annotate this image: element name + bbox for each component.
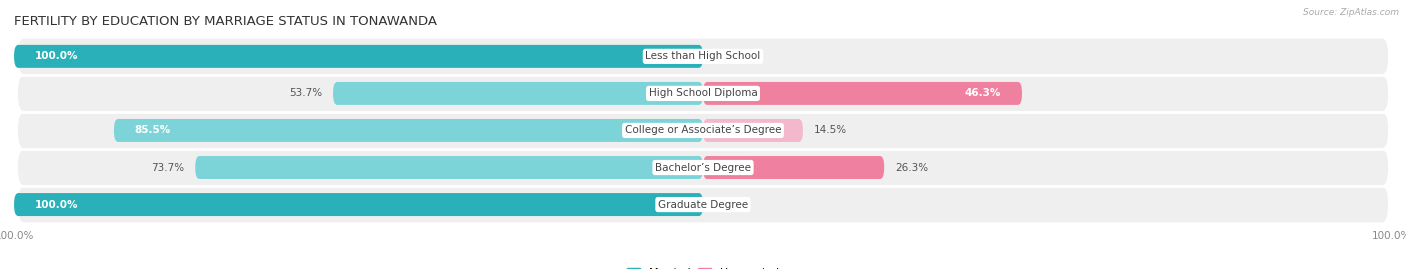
Legend: Married, Unmarried: Married, Unmarried [627, 268, 779, 269]
Text: Graduate Degree: Graduate Degree [658, 200, 748, 210]
Text: Less than High School: Less than High School [645, 51, 761, 61]
Text: FERTILITY BY EDUCATION BY MARRIAGE STATUS IN TONAWANDA: FERTILITY BY EDUCATION BY MARRIAGE STATU… [14, 15, 437, 28]
Text: 0.0%: 0.0% [717, 51, 742, 61]
FancyBboxPatch shape [703, 119, 803, 142]
FancyBboxPatch shape [18, 38, 1388, 74]
Text: Bachelor’s Degree: Bachelor’s Degree [655, 162, 751, 172]
Text: 26.3%: 26.3% [896, 162, 928, 172]
Text: 14.5%: 14.5% [814, 125, 846, 136]
FancyBboxPatch shape [14, 193, 703, 216]
FancyBboxPatch shape [18, 150, 1388, 185]
FancyBboxPatch shape [333, 82, 703, 105]
Text: 85.5%: 85.5% [135, 125, 172, 136]
FancyBboxPatch shape [195, 156, 703, 179]
FancyBboxPatch shape [18, 76, 1388, 111]
Text: High School Diploma: High School Diploma [648, 89, 758, 98]
FancyBboxPatch shape [703, 156, 884, 179]
Text: 73.7%: 73.7% [150, 162, 184, 172]
Text: Source: ZipAtlas.com: Source: ZipAtlas.com [1303, 8, 1399, 17]
Text: 0.0%: 0.0% [717, 200, 742, 210]
FancyBboxPatch shape [18, 187, 1388, 222]
Text: 53.7%: 53.7% [288, 89, 322, 98]
Text: College or Associate’s Degree: College or Associate’s Degree [624, 125, 782, 136]
Text: 100.0%: 100.0% [35, 200, 79, 210]
FancyBboxPatch shape [703, 82, 1022, 105]
Text: 100.0%: 100.0% [35, 51, 79, 61]
Text: 46.3%: 46.3% [965, 89, 1001, 98]
FancyBboxPatch shape [14, 45, 703, 68]
FancyBboxPatch shape [114, 119, 703, 142]
FancyBboxPatch shape [18, 113, 1388, 148]
